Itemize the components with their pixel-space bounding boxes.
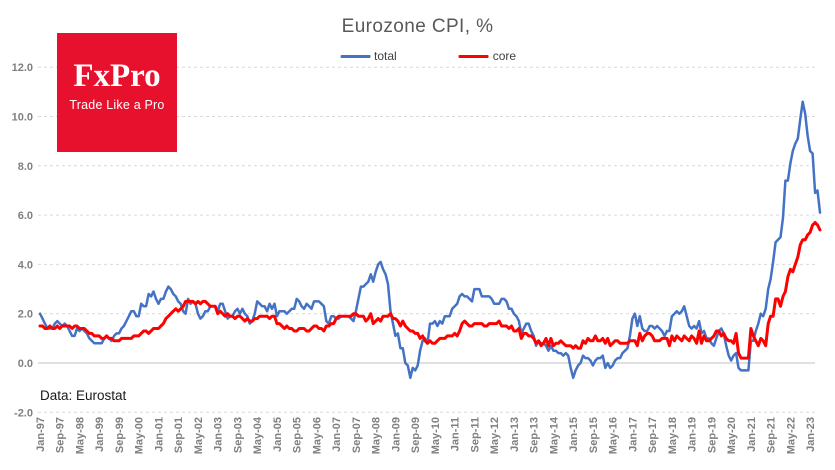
chart-legend: total core <box>340 49 516 63</box>
y-axis-tick-label: -2.0 <box>14 407 33 419</box>
x-axis-tick-label: Sep-13 <box>529 417 541 453</box>
y-axis-tick-label: 12.0 <box>12 62 33 74</box>
x-axis-tick-label: Jan-07 <box>331 417 343 452</box>
y-axis-tick-label: 4.0 <box>18 259 33 271</box>
chart-title: Eurozone CPI, % <box>341 16 494 37</box>
total-line-swatch-icon <box>340 54 371 58</box>
x-axis-tick-label: May-14 <box>548 416 560 454</box>
x-axis-tick-label: Jan-09 <box>390 417 402 452</box>
x-axis-tick-label: Sep-09 <box>410 417 422 453</box>
x-axis-tick-label: May-06 <box>312 417 324 454</box>
x-axis-tick-label: Jan-97 <box>35 417 47 452</box>
x-axis-tick-label: May-04 <box>252 416 264 454</box>
x-axis-tick-label: Sep-97 <box>55 417 67 453</box>
x-axis-tick-label: Sep-17 <box>647 417 659 453</box>
x-axis-tick-label: May-00 <box>134 417 146 454</box>
x-axis-tick-label: Sep-19 <box>706 417 718 453</box>
legend-label-core: core <box>492 49 517 63</box>
x-axis-tick-label: May-18 <box>667 417 679 454</box>
x-axis-tick-label: Jan-23 <box>805 417 817 452</box>
x-axis-tick-label: May-22 <box>785 417 797 454</box>
x-axis-tick-label: Jan-11 <box>450 417 462 451</box>
data-source-note: Data: Eurostat <box>40 388 127 403</box>
x-axis-tick-label: Sep-11 <box>469 417 481 452</box>
y-axis-tick-label: 10.0 <box>12 112 33 124</box>
x-axis-tick-label: Jan-03 <box>213 417 225 452</box>
y-axis-tick-label: 8.0 <box>18 161 33 173</box>
legend-item-core: core <box>458 49 517 63</box>
x-axis-tick-label: Jan-19 <box>687 417 699 452</box>
x-axis-tick-label: Jan-99 <box>94 417 106 452</box>
x-axis-tick-label: Jan-15 <box>568 417 580 452</box>
fxpro-logo: FxPro Trade Like a Pro <box>57 33 177 152</box>
fxpro-tagline-text: Trade Like a Pro <box>69 97 165 112</box>
x-axis-tick-label: Jan-13 <box>509 417 521 452</box>
x-axis-tick-label: Sep-03 <box>233 417 245 453</box>
x-axis-tick-label: May-98 <box>75 417 87 454</box>
y-axis-tick-label: 6.0 <box>18 210 33 222</box>
series-line-core <box>38 221 822 360</box>
x-axis-tick-label: Sep-05 <box>292 417 304 453</box>
x-axis-tick-label: May-16 <box>608 417 620 454</box>
x-axis-tick-label: May-10 <box>430 417 442 454</box>
core-line-swatch-icon <box>458 54 489 58</box>
series-line-total <box>38 100 822 380</box>
x-axis-tick-label: Sep-15 <box>588 417 600 453</box>
x-axis-tick-label: Sep-07 <box>351 417 363 453</box>
x-axis-tick-label: Jan-17 <box>627 417 639 452</box>
legend-item-total: total <box>340 49 397 63</box>
x-axis-tick-label: Sep-01 <box>173 417 185 453</box>
x-axis-tick-label: May-02 <box>193 417 205 454</box>
x-axis-tick-label: May-20 <box>726 417 738 454</box>
y-axis-tick-label: 0.0 <box>18 358 33 370</box>
x-axis-tick-label: Jan-05 <box>272 417 284 452</box>
x-axis-tick-label: May-12 <box>489 417 501 454</box>
x-axis-tick-label: Sep-21 <box>766 417 778 453</box>
x-axis-tick-label: Jan-21 <box>746 417 758 452</box>
x-axis-tick-label: May-08 <box>371 417 383 454</box>
y-axis-tick-label: 2.0 <box>18 309 33 321</box>
x-axis-tick-label: Jan-01 <box>154 417 166 452</box>
x-axis-tick-label: Sep-99 <box>114 417 126 453</box>
fxpro-brand-text: FxPro <box>73 57 161 94</box>
legend-label-total: total <box>374 49 397 63</box>
